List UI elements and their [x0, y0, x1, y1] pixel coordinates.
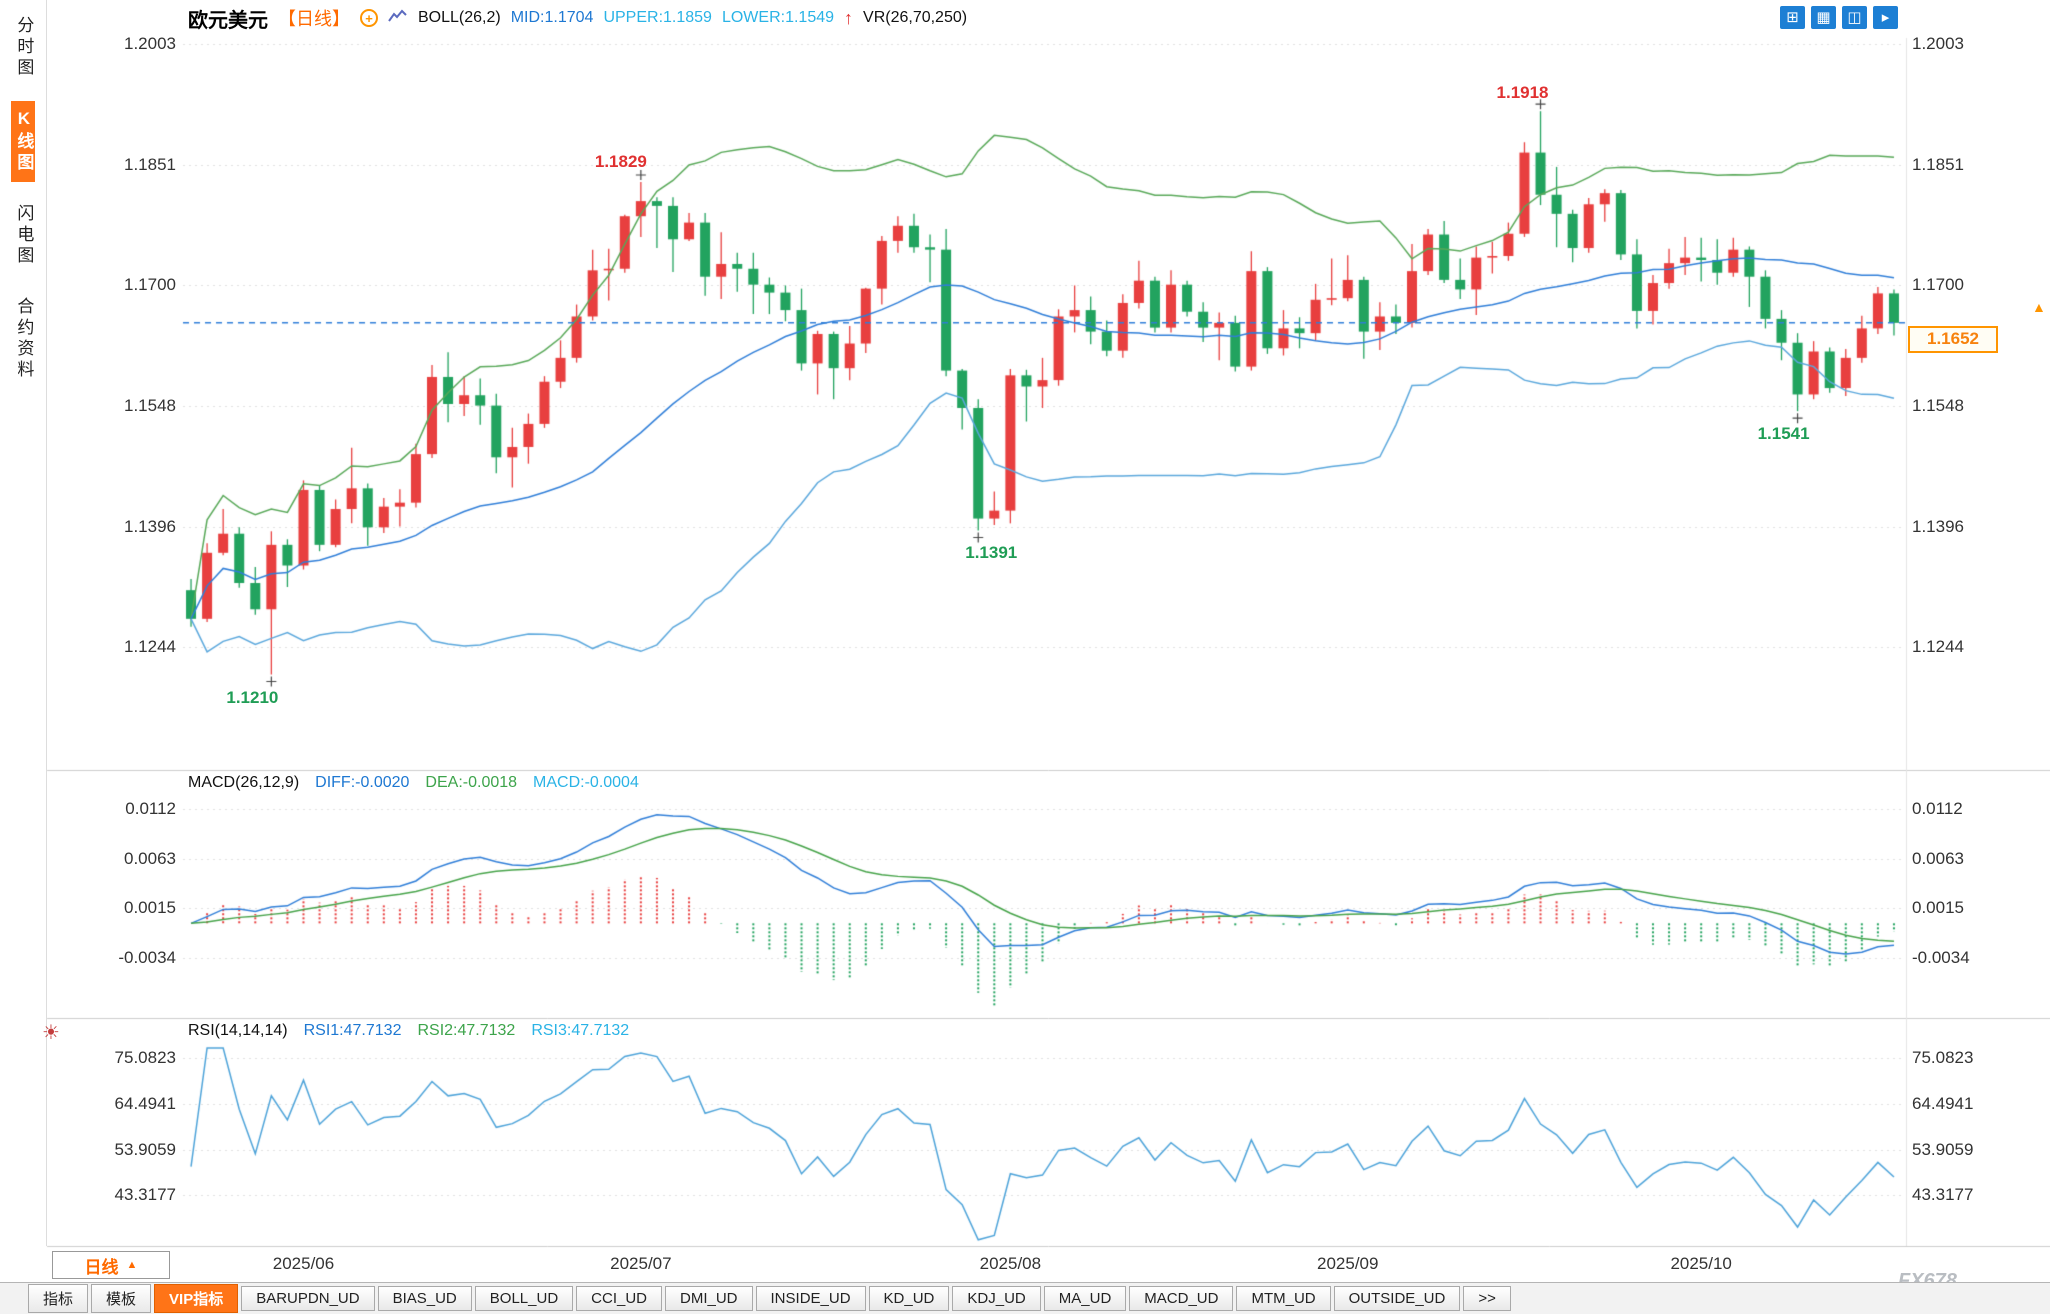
tab-outside-ud[interactable]: OUTSIDE_UD [1333, 1286, 1461, 1311]
latest-price-pointer-icon: ▲ [2032, 298, 2046, 315]
up-arrow-icon: ↑ [844, 7, 854, 28]
layout-grid-icon[interactable]: ▦ [1811, 6, 1836, 29]
tab-more[interactable]: >> [1463, 1286, 1511, 1311]
last-price-badge: 1.1652 [1908, 325, 1998, 353]
tab-templates[interactable]: 模板 [91, 1284, 152, 1313]
tab-indicators[interactable]: 指标 [28, 1284, 89, 1313]
tab-cci-ud[interactable]: CCI_UD [576, 1286, 662, 1311]
rsi-label: RSI(14,14,14) [188, 1022, 288, 1039]
boll-label: BOLL(26,2) [418, 9, 501, 26]
symbol-name: 欧元美元 [188, 9, 268, 32]
trend-line-icon [388, 8, 408, 29]
rsi3-value: RSI3:47.7132 [531, 1022, 630, 1039]
dropdown-arrow-icon: ▲ [126, 1259, 138, 1271]
chart-header: 欧元美元 【日线】 + BOLL(26,2) MID:1.1704 UPPER:… [47, 0, 2050, 36]
bottom-tabbar: 指标 模板 VIP指标 BARUPDN_UD BIAS_UD BOLL_UD CCI_UD D… [0, 1282, 2050, 1314]
sidebar-tab-timeshare[interactable]: 分时图 [14, 16, 34, 79]
vr-label: VR(26,70,250) [863, 9, 968, 26]
period-selector[interactable]: 日线 ▲ [52, 1251, 170, 1279]
boll-upper-value: UPPER:1.1859 [603, 9, 712, 26]
tab-boll-ud[interactable]: BOLL_UD [474, 1286, 574, 1311]
boll-mid-value: MID:1.1704 [510, 9, 594, 26]
macd-label: MACD(26,12,9) [188, 774, 300, 791]
tab-bias-ud[interactable]: BIAS_UD [377, 1286, 472, 1311]
tab-macd-ud[interactable]: MACD_UD [1129, 1286, 1234, 1311]
macd-macd-value: MACD:-0.0004 [533, 774, 639, 791]
tab-kd-ud[interactable]: KD_UD [868, 1286, 950, 1311]
tab-dmi-ud[interactable]: DMI_UD [665, 1286, 753, 1311]
sidebar-tab-lightning[interactable]: 闪电图 [14, 204, 34, 267]
period-tag: 【日线】 [278, 9, 350, 29]
period-selector-label: 日线 [84, 1257, 119, 1277]
sidebar-tab-kline[interactable]: K线图 [10, 101, 36, 182]
rsi2-value: RSI2:47.7132 [417, 1022, 516, 1039]
rsi-header: RSI(14,14,14) RSI1:47.7132 RSI2:47.7132 … [188, 1022, 629, 1040]
tab-inside-ud[interactable]: INSIDE_UD [755, 1286, 866, 1311]
macd-diff-value: DIFF:-0.0020 [315, 774, 410, 791]
indicator-target-icon[interactable]: ☀ [42, 1022, 60, 1044]
layout-split-icon[interactable]: ◫ [1842, 6, 1867, 29]
tab-kdj-ud[interactable]: KDJ_UD [952, 1286, 1041, 1311]
layout-next-icon[interactable]: ▸ [1873, 6, 1898, 29]
tab-vip-indicators[interactable]: VIP指标 [154, 1284, 239, 1313]
macd-header: MACD(26,12,9) DIFF:-0.0020 DEA:-0.0018 M… [188, 774, 639, 792]
boll-lower-value: LOWER:1.1549 [721, 9, 835, 26]
header-layout-icons: ⊞ ▦ ◫ ▸ [1780, 6, 1898, 29]
sidebar-tab-contract[interactable]: 合约资料 [14, 297, 34, 381]
rsi1-value: RSI1:47.7132 [303, 1022, 402, 1039]
plus-circle-icon[interactable]: + [360, 9, 378, 27]
tab-barupdn-ud[interactable]: BARUPDN_UD [241, 1286, 375, 1311]
tab-ma-ud[interactable]: MA_UD [1043, 1286, 1127, 1311]
tab-mtm-ud[interactable]: MTM_UD [1236, 1286, 1331, 1311]
left-sidebar: 分时图 K线图闪电图合约资料 [0, 0, 47, 1246]
macd-dea-value: DEA:-0.0018 [425, 774, 518, 791]
layout-single-icon[interactable]: ⊞ [1780, 6, 1805, 29]
